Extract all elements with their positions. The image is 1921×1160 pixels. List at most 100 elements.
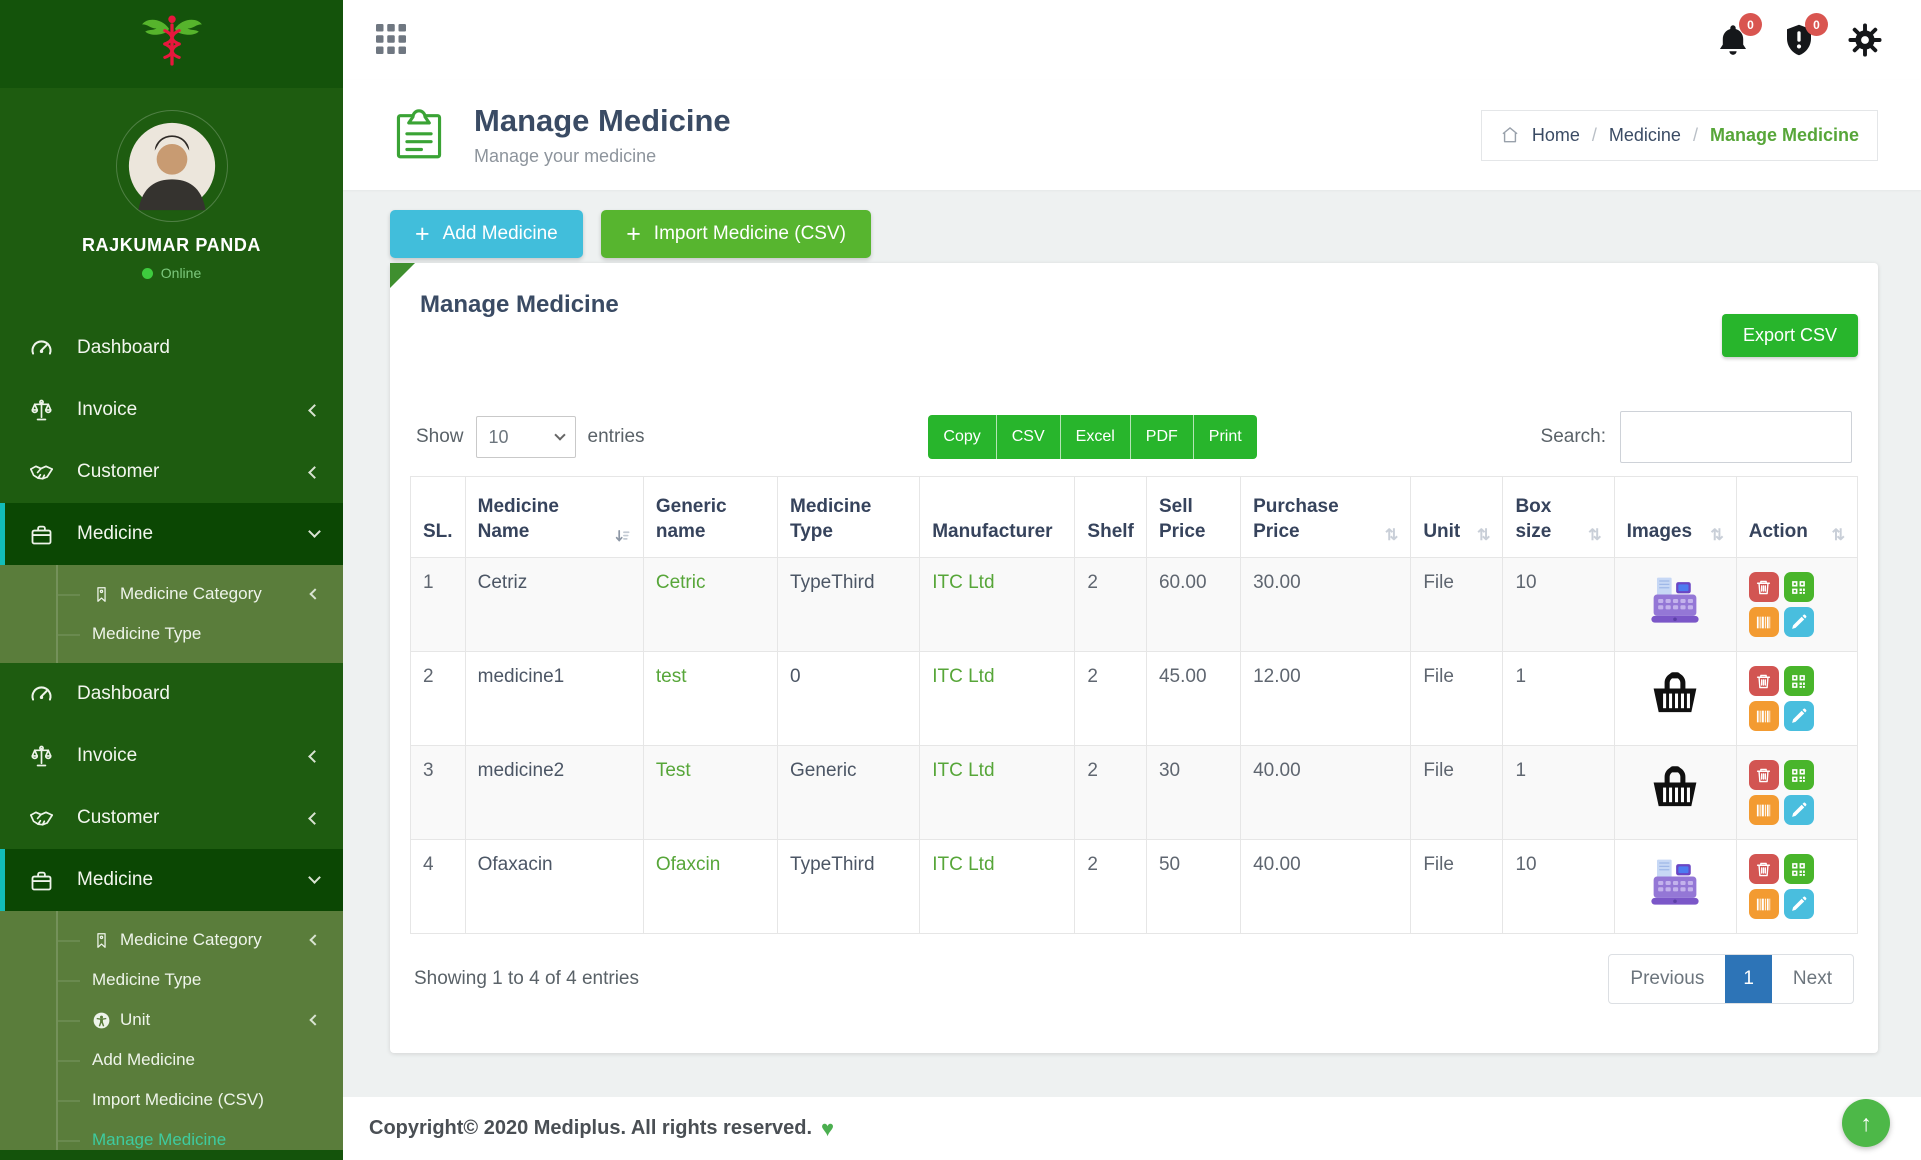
sidebar-subitem-label: Add Medicine [92, 1050, 196, 1069]
apps-grid-icon[interactable] [375, 24, 407, 56]
sidebar-item-medicine[interactable]: Medicine [0, 503, 343, 565]
qr-code-button[interactable] [1783, 572, 1814, 602]
sidebar: RAJKUMAR PANDA Online Dashboard Invoice … [0, 0, 343, 1160]
col-header-images[interactable]: Images ⇅ [1613, 476, 1737, 558]
table-row: 1 Cetriz Cetric TypeThird ITC Ltd 2 60.0… [410, 557, 1859, 652]
notifications-bell-icon[interactable]: 0 [1715, 13, 1762, 58]
import-medicine-button[interactable]: + Import Medicine (CSV) [601, 210, 871, 258]
pagination-previous[interactable]: Previous [1630, 968, 1705, 989]
cell-shelf: 2 [1074, 745, 1147, 840]
sidebar-item-dashboard-2[interactable]: Dashboard [0, 663, 343, 725]
delete-button[interactable] [1748, 572, 1779, 602]
sidebar-item-unit[interactable]: Unit [0, 1000, 343, 1040]
breadcrumb-medicine[interactable]: Medicine [1608, 124, 1681, 145]
qr-code-button[interactable] [1783, 666, 1814, 696]
sidebar-item-medicine-type-2[interactable]: Medicine Type [0, 960, 343, 1000]
cell-shelf: 2 [1074, 839, 1147, 934]
edit-button[interactable] [1783, 889, 1814, 919]
medicine-bag-icon [28, 867, 55, 894]
barcode-button[interactable] [1748, 795, 1779, 825]
top-navbar: 0 0 [343, 0, 1921, 80]
qr-code-button[interactable] [1783, 854, 1814, 884]
alerts-shield-icon[interactable]: 0 [1781, 13, 1828, 58]
sidebar-item-customer-2[interactable]: Customer [0, 787, 343, 849]
cash-register-image [1648, 854, 1702, 908]
sidebar-subitem-label: Unit [120, 1010, 151, 1029]
edit-button[interactable] [1783, 607, 1814, 637]
medicine-table: SL. Medicine Name Generic name Medicine … [410, 476, 1859, 934]
col-header-action[interactable]: Action ⇅ [1735, 476, 1859, 558]
cell-medicine-name: Cetriz [464, 557, 644, 652]
qr-code-button[interactable] [1783, 760, 1814, 790]
sidebar-item-invoice-2[interactable]: Invoice [0, 725, 343, 787]
export-csv-button[interactable]: Export CSV [1721, 314, 1858, 357]
sidebar-item-medicine-2[interactable]: Medicine [0, 849, 343, 911]
barcode-button[interactable] [1748, 701, 1779, 731]
handshake-icon [28, 805, 55, 832]
col-header-sl[interactable]: SL. [410, 476, 466, 558]
excel-button[interactable]: Excel [1060, 415, 1131, 459]
sidebar-item-dashboard[interactable]: Dashboard [0, 317, 343, 379]
col-header-sell-price[interactable]: Sell Price [1145, 476, 1242, 558]
page-size-select[interactable]: 10 [475, 416, 576, 458]
cell-purchase-price: 40.00 [1240, 839, 1412, 934]
cell-unit: File [1410, 745, 1504, 840]
barcode-button[interactable] [1748, 889, 1779, 919]
breadcrumb-home[interactable]: Home [1531, 124, 1580, 145]
add-medicine-button[interactable]: + Add Medicine [390, 210, 583, 258]
sidebar-menu-1: Dashboard Invoice Customer Medicine Medi… [0, 317, 343, 1160]
scroll-to-top-button[interactable]: ↑ [1842, 1099, 1890, 1147]
col-header-manufacturer[interactable]: Manufacturer [919, 476, 1076, 558]
edit-button[interactable] [1783, 701, 1814, 731]
print-button[interactable]: Print [1193, 415, 1257, 459]
alerts-badge: 0 [1805, 13, 1828, 36]
cell-purchase-price: 40.00 [1240, 745, 1412, 840]
sidebar-item-label: Customer [77, 461, 160, 482]
csv-button[interactable]: CSV [996, 415, 1061, 459]
sidebar-item-add-medicine[interactable]: Add Medicine [0, 1040, 343, 1080]
col-header-box-size[interactable]: Box size ⇅ [1502, 476, 1615, 558]
pencil-icon [1790, 614, 1807, 631]
trash-icon [1755, 673, 1772, 690]
col-header-generic-name[interactable]: Generic name [642, 476, 779, 558]
breadcrumb-separator: / [1692, 124, 1698, 145]
delete-button[interactable] [1748, 760, 1779, 790]
sidebar-item-customer[interactable]: Customer [0, 441, 343, 503]
pagination-next[interactable]: Next [1792, 968, 1832, 989]
sidebar-item-medicine-category-2[interactable]: Medicine Category [0, 920, 343, 960]
copy-button[interactable]: Copy [928, 415, 997, 459]
table-row: 3 medicine2 Test Generic ITC Ltd 2 30 40… [410, 745, 1859, 840]
chevron-left-icon [308, 465, 321, 479]
cell-shelf: 2 [1074, 557, 1147, 652]
col-header-medicine-name[interactable]: Medicine Name [464, 476, 644, 558]
delete-button[interactable] [1748, 666, 1779, 696]
delete-button[interactable] [1748, 854, 1779, 884]
cell-generic-name: test [642, 651, 779, 746]
cell-box-size: 1 [1502, 745, 1615, 840]
sidebar-item-manage-medicine[interactable]: Manage Medicine [0, 1120, 343, 1160]
barcode-button[interactable] [1748, 607, 1779, 637]
sidebar-item-medicine-category[interactable]: Medicine Category [0, 574, 343, 614]
sidebar-subitem-label: Medicine Category [120, 930, 262, 949]
search-input[interactable] [1620, 411, 1852, 463]
chevron-left-icon [308, 749, 321, 763]
sidebar-item-invoice[interactable]: Invoice [0, 379, 343, 441]
cell-purchase-price: 12.00 [1240, 651, 1412, 746]
chevron-left-icon [308, 811, 321, 825]
col-header-purchase-price[interactable]: Purchase Price ⇅ [1240, 476, 1412, 558]
settings-gear-icon[interactable] [1847, 22, 1883, 58]
pagination-page-1[interactable]: 1 [1725, 955, 1772, 1003]
sidebar-item-import-medicine[interactable]: Import Medicine (CSV) [0, 1080, 343, 1120]
cell-medicine-type: 0 [777, 651, 921, 746]
sidebar-item-medicine-type[interactable]: Medicine Type [0, 614, 343, 654]
edit-button[interactable] [1783, 795, 1814, 825]
sidebar-logo[interactable] [0, 0, 343, 88]
cell-manufacturer: ITC Ltd [919, 557, 1076, 652]
import-medicine-label: Import Medicine (CSV) [653, 223, 846, 244]
sidebar-subitem-label: Import Medicine (CSV) [92, 1090, 264, 1109]
pdf-button[interactable]: PDF [1130, 415, 1194, 459]
qr-code-icon [1790, 767, 1807, 784]
col-header-medicine-type[interactable]: Medicine Type [777, 476, 921, 558]
col-header-unit[interactable]: Unit ⇅ [1410, 476, 1504, 558]
col-header-shelf[interactable]: Shelf [1074, 476, 1147, 558]
